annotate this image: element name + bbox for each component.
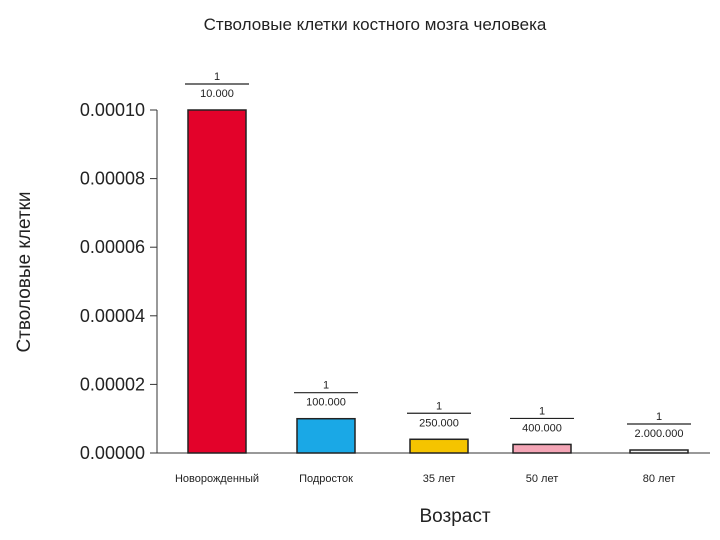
x-axis-label: Возраст — [419, 506, 490, 527]
annotation-numerator: 1 — [436, 400, 442, 412]
y-tick-label: 0.00000 — [80, 443, 145, 463]
x-tick-label: 50 лет — [526, 473, 559, 485]
y-tick-label: 0.00004 — [80, 306, 145, 326]
y-axis-label: Стволовые клетки — [14, 191, 35, 352]
y-tick-label: 0.00006 — [80, 237, 145, 257]
annotation-denominator: 10.000 — [200, 88, 234, 100]
annotation-numerator: 1 — [539, 405, 545, 417]
annotation-numerator: 1 — [323, 380, 329, 392]
y-tick-label: 0.00002 — [80, 374, 145, 394]
annotation-denominator: 2.000.000 — [635, 428, 684, 440]
x-tick-label: 35 лет — [423, 473, 456, 485]
bars — [187, 109, 689, 454]
x-tick-label: Подросток — [299, 473, 353, 485]
bar-annotations: 1 10.000 1 100.000 1 250.000 1 400.000 1 2.000.00… — [185, 71, 691, 440]
x-ticks: Новорожденный Подросток 35 лет 50 лет 80 лет — [175, 473, 675, 485]
bar — [629, 449, 689, 454]
x-tick-label: 80 лет — [643, 473, 676, 485]
y-tick-label: 0.00008 — [80, 169, 145, 189]
y-ticks: 0.00000 0.00002 0.00004 0.00006 0.00008 0.000… — [80, 100, 157, 463]
x-tick-label: Новорожденный — [175, 473, 259, 485]
annotation-denominator: 400.000 — [522, 422, 562, 434]
bar — [409, 438, 469, 454]
bar — [512, 443, 572, 454]
chart-title: Стволовые клетки костного мозга человека — [204, 15, 547, 34]
annotation-numerator: 1 — [656, 411, 662, 423]
bar — [296, 417, 356, 454]
annotation-denominator: 100.000 — [306, 397, 346, 409]
bar — [187, 109, 247, 454]
annotation-denominator: 250.000 — [419, 417, 459, 429]
y-tick-label: 0.00010 — [80, 100, 145, 120]
annotation-numerator: 1 — [214, 71, 220, 83]
